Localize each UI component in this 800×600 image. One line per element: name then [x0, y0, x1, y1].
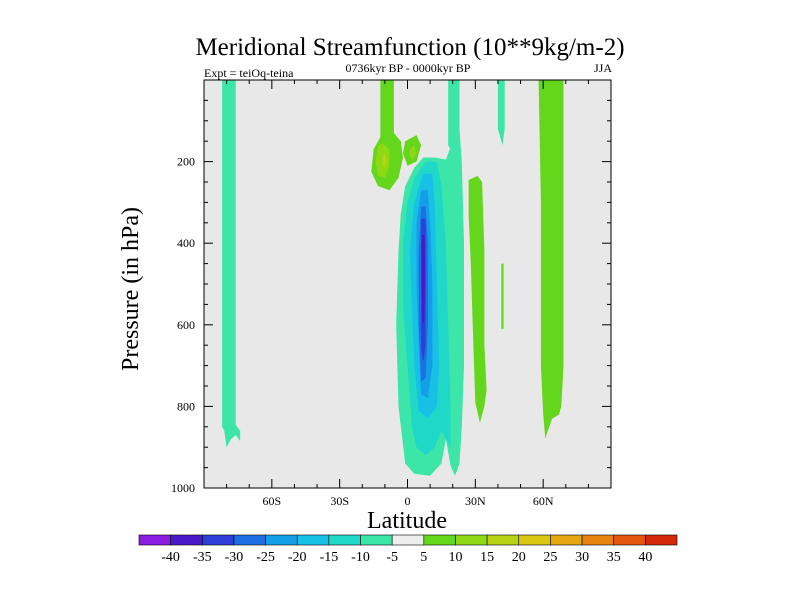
colorbar-label-14: 35: [607, 550, 621, 565]
y-tick-label-2: 600: [177, 318, 195, 332]
colorbar-swatch-7: [360, 534, 393, 546]
contour-region-3: [382, 153, 388, 168]
colorbar-swatch-3: [233, 534, 266, 546]
experiment-label: Expt = teiOq-teina: [204, 66, 294, 80]
y-tick-label-4: 1000: [171, 481, 195, 495]
x-axis-label: Latitude: [367, 508, 447, 534]
colorbar-label-9: 10: [449, 550, 463, 565]
y-axis-label: Pressure (in hPa): [118, 207, 144, 371]
colorbar-swatch-0: [138, 534, 171, 546]
colorbar-swatch-4: [265, 534, 298, 546]
period-label: 0736kyr BP - 0000kyr BP: [346, 61, 471, 75]
colorbar-label-5: -15: [320, 550, 339, 565]
colorbar-label-12: 25: [543, 550, 557, 565]
colorbar-swatch-14: [581, 534, 615, 546]
colorbar-swatch-11: [486, 534, 520, 546]
colorbar-label-6: -10: [351, 550, 370, 565]
contour-region-12: [421, 235, 426, 325]
colorbar-label-2: -30: [225, 550, 244, 565]
colorbar-label-13: 30: [575, 550, 589, 565]
colorbar-label-7: -5: [386, 550, 398, 565]
colorbar-label-10: 15: [480, 550, 494, 565]
chart-title: Meridional Streamfunction (10**9kg/m-2): [195, 34, 624, 61]
colorbar-swatch-6: [328, 534, 361, 546]
colorbar-swatch-16: [645, 534, 678, 546]
contour-region-2: [375, 143, 390, 178]
colorbar-label-0: -40: [161, 550, 180, 565]
contour-region-13: [448, 80, 455, 154]
contour-region-0: [222, 80, 241, 448]
colorbar-swatch-10: [455, 534, 488, 546]
season-label: JJA: [594, 61, 612, 75]
x-tick-label-1: 30S: [330, 494, 349, 508]
colorbar-label-15: 40: [638, 550, 652, 565]
colorbar-label-3: -25: [256, 550, 275, 565]
y-tick-label-0: 200: [177, 155, 195, 169]
contour-region-16: [501, 263, 504, 329]
colorbar-label-8: 5: [420, 550, 427, 565]
colorbar-swatch-8: [391, 534, 425, 546]
colorbar-label-4: -20: [288, 550, 307, 565]
y-tick-label-1: 400: [177, 236, 195, 250]
colorbar: -40 -35 -30 -25 -20 -15 -10 -5 5 10 15 20 25 30 35 40: [138, 534, 678, 565]
x-tick-label-4: 60N: [533, 494, 554, 508]
colorbar-swatch-2: [201, 534, 235, 546]
colorbar-swatch-13: [550, 534, 583, 546]
colorbar-swatch-15: [613, 534, 646, 546]
contour-region-14: [468, 175, 487, 423]
y-tick-label-3: 800: [177, 399, 195, 413]
x-tick-label-2: 0: [405, 494, 411, 508]
colorbar-swatch-5: [296, 534, 330, 546]
colorbar-swatch-1: [170, 534, 203, 546]
colorbar-label-1: -35: [193, 550, 212, 565]
x-tick-label-3: 30N: [465, 494, 486, 508]
colorbar-label-11: 20: [512, 550, 526, 565]
colorbar-swatch-12: [518, 534, 551, 546]
colorbar-swatch-9: [423, 534, 456, 546]
contour-region-15: [497, 80, 505, 146]
x-tick-label-0: 60S: [262, 494, 281, 508]
contour-region-5: [409, 145, 417, 160]
contour-region-17: [538, 80, 564, 439]
contour-regions: [222, 80, 564, 476]
plot-area: 60S 30S 0 30N 60N 200 400 600 800 1000: [171, 79, 612, 508]
